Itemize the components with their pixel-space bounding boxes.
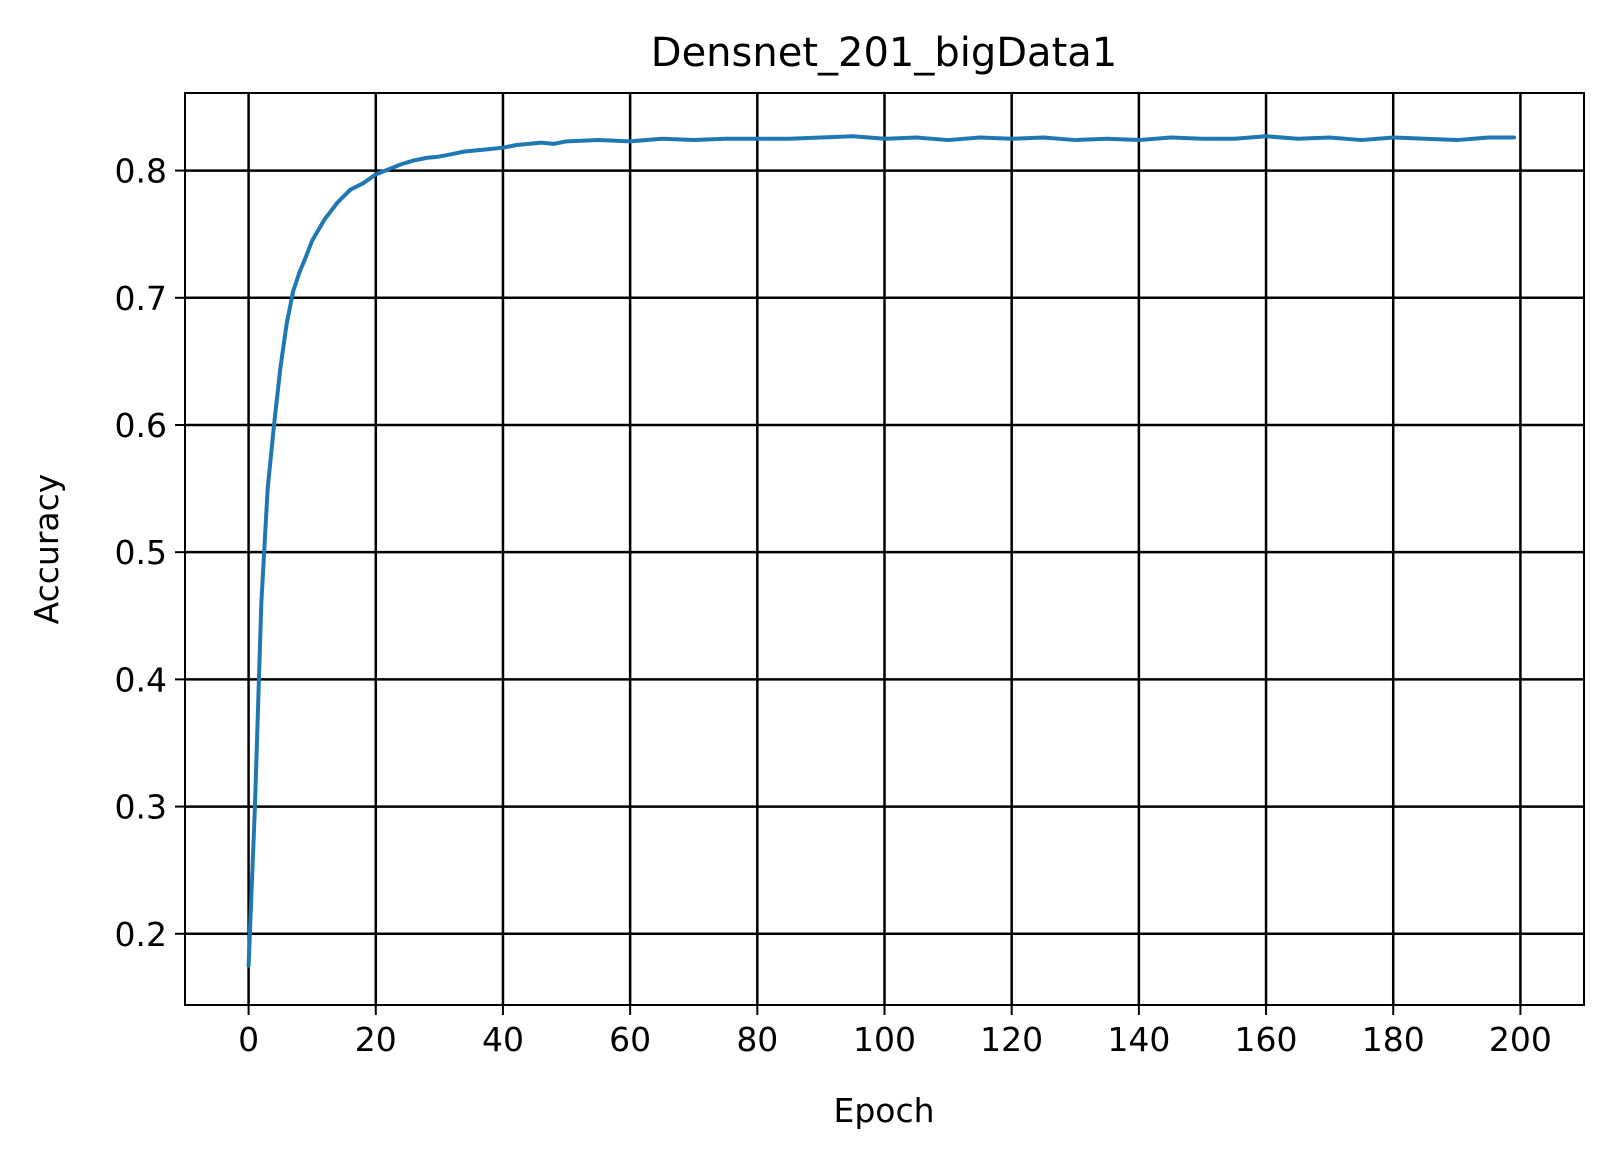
x-tick-label: 60 xyxy=(609,1020,651,1059)
x-tick-label: 180 xyxy=(1362,1020,1425,1059)
y-tick-label: 0.7 xyxy=(115,279,167,318)
x-tick-label: 0 xyxy=(238,1020,259,1059)
y-tick-label: 0.6 xyxy=(115,406,167,445)
y-tick-label: 0.2 xyxy=(115,915,167,954)
x-tick-label: 120 xyxy=(980,1020,1043,1059)
x-tick-label: 20 xyxy=(355,1020,397,1059)
accuracy-series-line xyxy=(246,134,1517,968)
y-tick-label: 0.3 xyxy=(115,788,167,827)
grid xyxy=(185,93,1584,1005)
x-tick-label: 100 xyxy=(853,1020,916,1059)
x-tick-label: 200 xyxy=(1489,1020,1552,1059)
y-tick-label: 0.8 xyxy=(115,152,167,191)
x-tick-label: 160 xyxy=(1235,1020,1298,1059)
x-tick-label: 40 xyxy=(482,1020,524,1059)
series-layer xyxy=(246,134,1517,968)
chart-title: Densnet_201_bigData1 xyxy=(651,30,1117,76)
y-axis-label: Accuracy xyxy=(27,474,66,625)
x-axis-label: Epoch xyxy=(833,1091,934,1130)
x-tick-label: 140 xyxy=(1107,1020,1170,1059)
y-tick-label: 0.5 xyxy=(115,533,167,572)
y-tick-label: 0.4 xyxy=(115,660,167,699)
x-axis-ticks: 0 20 40 60 80 100 120 140 160 180 200 xyxy=(238,1005,1552,1059)
x-tick-label: 80 xyxy=(736,1020,778,1059)
y-axis-ticks: 0.2 0.3 0.4 0.5 0.6 0.7 0.8 xyxy=(115,152,185,954)
